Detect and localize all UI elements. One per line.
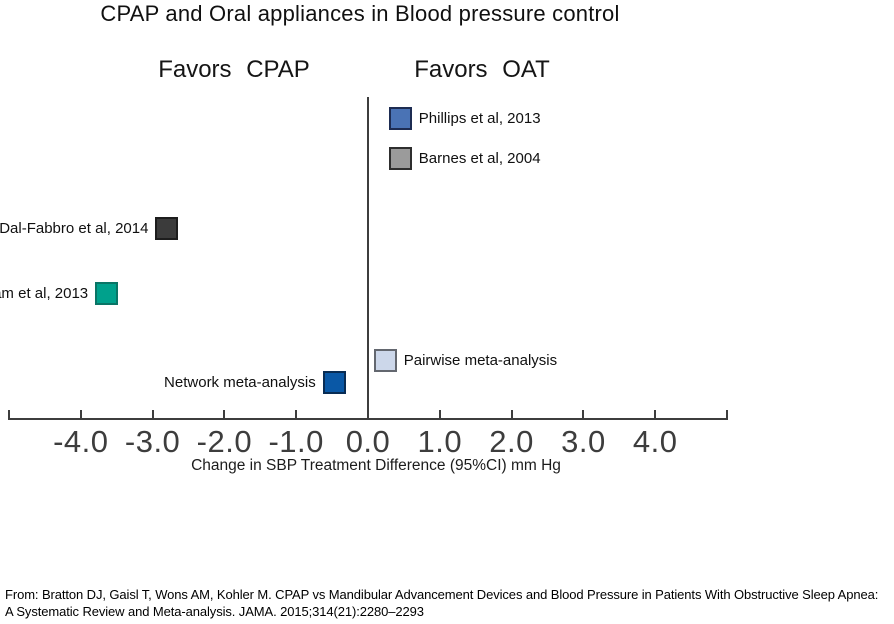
x-axis-tick-label: 1.0 — [417, 424, 463, 459]
x-axis-tick-label: 4.0 — [632, 424, 678, 459]
x-axis-tick — [510, 410, 513, 419]
x-axis-tick — [582, 410, 585, 419]
source-citation: From: Bratton DJ, Gaisl T, Wons AM, Kohl… — [5, 586, 891, 620]
x-axis-tick-label: 2.0 — [489, 424, 534, 459]
study-label: Barnes et al, 2004 — [418, 149, 541, 167]
study-label: Network meta-analysis — [164, 373, 316, 391]
x-axis-tick-label: -4.0 — [53, 424, 109, 459]
x-axis-tick — [223, 410, 226, 419]
x-axis-tick — [654, 410, 657, 419]
study-marker-square — [373, 348, 397, 372]
x-axis — [8, 418, 728, 420]
x-axis-tick-label: -2.0 — [196, 424, 253, 459]
x-axis-tick — [726, 410, 728, 419]
study-label: Pairwise meta-analysis — [403, 351, 558, 369]
zero-reference-line — [367, 97, 369, 419]
study-marker-square — [95, 281, 119, 305]
study-label: Lam et al, 2013 — [0, 284, 89, 302]
x-axis-tick — [79, 410, 82, 419]
x-axis-tick-label: -1.0 — [268, 424, 324, 459]
favors-oat-label: Favors OAT — [414, 56, 550, 83]
chart-title: CPAP and Oral appliances in Blood pressu… — [100, 1, 620, 26]
study-marker-square — [155, 216, 179, 240]
citation-line-2: A Systematic Review and Meta-analysis. J… — [5, 604, 424, 619]
study-marker-square — [322, 370, 346, 394]
x-axis-tick-label: -3.0 — [124, 424, 181, 459]
x-axis-title: Change in SBP Treatment Difference (95%C… — [191, 457, 561, 474]
citation-line-1: From: Bratton DJ, Gaisl T, Wons AM, Kohl… — [5, 587, 879, 602]
x-axis-tick — [438, 410, 441, 419]
study-marker-square — [388, 106, 412, 130]
x-axis-tick — [295, 410, 298, 419]
study-label: Dal-Fabbro et al, 2014 — [0, 219, 149, 237]
x-axis-tick-label: 3.0 — [561, 424, 606, 459]
x-axis-tick — [8, 410, 10, 419]
study-marker-square — [388, 146, 412, 170]
x-axis-tick — [151, 410, 154, 419]
favors-cpap-label: Favors CPAP — [158, 56, 310, 83]
study-label: Phillips et al, 2013 — [418, 109, 541, 127]
x-axis-tick-label: 0.0 — [345, 424, 391, 459]
